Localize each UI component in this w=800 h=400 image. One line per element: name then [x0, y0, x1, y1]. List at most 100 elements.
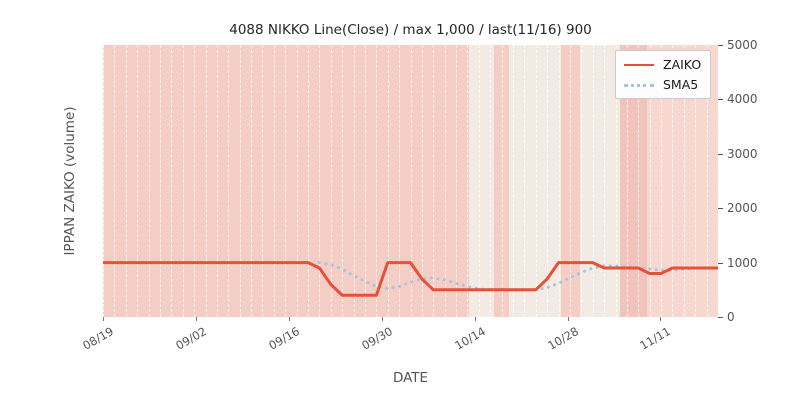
tick-mark [718, 99, 723, 101]
gridline-vertical [216, 45, 218, 317]
background-band [579, 45, 620, 317]
gridline-vertical [205, 45, 207, 317]
gridline-vertical [239, 45, 241, 317]
gridline-vertical [421, 45, 423, 317]
y-axis-tick: 0 [718, 310, 735, 324]
x-axis-tick-label: 11/11 [637, 324, 674, 353]
legend-swatch-dotted-icon [624, 79, 654, 91]
background-band [468, 45, 494, 317]
x-axis-tick-mark [381, 317, 383, 321]
gridline-vertical [547, 45, 549, 317]
gridline-vertical [615, 45, 617, 317]
gridline-vertical [353, 45, 355, 317]
legend: ZAIKO SMA5 [615, 50, 712, 99]
x-axis-tick-label: 09/16 [266, 324, 302, 353]
x-axis-tick-label: 10/14 [451, 324, 488, 353]
gridline-vertical [364, 45, 366, 317]
gridline-vertical [296, 45, 298, 317]
gridline-vertical [444, 45, 446, 317]
y-axis-label: IPPAN ZAIKO (volume) [62, 106, 78, 256]
gridline-vertical [672, 45, 674, 317]
x-axis-label: DATE [392, 370, 429, 386]
gridline-vertical [490, 45, 492, 317]
gridline-vertical [592, 45, 594, 317]
background-band [493, 45, 509, 317]
series-line-sma5 [317, 261, 718, 292]
y-axis-tick-label: 5000 [727, 38, 758, 52]
gridline-vertical [171, 45, 173, 317]
gridline-vertical [103, 45, 104, 317]
tick-mark [718, 45, 723, 46]
tick-mark [718, 262, 723, 264]
gridline-vertical [410, 45, 412, 317]
tick-mark [718, 317, 723, 318]
gridline-vertical [182, 45, 184, 317]
gridline-vertical [273, 45, 275, 317]
gridline-vertical [638, 45, 640, 317]
y-axis-tick-label: 1000 [727, 255, 758, 270]
gridline-vertical [148, 45, 150, 317]
gridline-vertical [535, 45, 537, 317]
legend-swatch-solid-icon [624, 59, 654, 71]
gridline-vertical [137, 45, 139, 317]
gridline-vertical [387, 45, 389, 317]
gridline-vertical [308, 45, 309, 317]
gridline-vertical [376, 45, 378, 317]
gridline-vertical [319, 45, 321, 317]
y-axis-tick: 2000 [718, 201, 758, 215]
y-axis-tick: 4000 [718, 92, 758, 106]
y-axis-tick-label: 3000 [727, 146, 758, 161]
gridline-vertical [399, 45, 401, 317]
gridline-vertical [649, 45, 651, 317]
gridline-vertical [478, 45, 480, 317]
gridline-vertical [604, 45, 606, 317]
legend-item-zaiko: ZAIKO [624, 57, 701, 72]
x-axis-tick-label: 09/02 [173, 324, 209, 353]
legend-label: ZAIKO [663, 57, 702, 72]
y-axis-tick-label: 0 [727, 310, 735, 324]
y-axis-tick: 1000 [718, 256, 758, 270]
gridline-vertical [194, 45, 196, 317]
legend-label: SMA5 [663, 77, 699, 92]
gridline-vertical [456, 45, 458, 317]
gridline-vertical [251, 45, 253, 317]
gridline-vertical [581, 45, 583, 317]
y-axis-tick-label: 2000 [727, 201, 758, 216]
gridline-vertical [114, 45, 116, 317]
x-axis-tick-mark [567, 317, 569, 321]
x-axis-tick-mark [660, 317, 662, 321]
gridline-vertical [683, 45, 685, 317]
gridline-vertical [501, 45, 503, 317]
gridline-vertical [228, 45, 230, 317]
y-axis-right: 0 1000 2000 3000 4000 5000 [718, 38, 800, 324]
gridline-vertical [706, 45, 708, 317]
x-axis: 08/19 09/02 09/16 09/30 10/14 10/28 11/11 [80, 317, 718, 377]
gridline-vertical [342, 45, 344, 317]
x-axis-tick-label: 10/28 [544, 324, 581, 353]
gridline-vertical [285, 45, 287, 317]
x-axis-tick-mark [195, 317, 197, 321]
series-line-zaiko [103, 261, 718, 297]
gridline-vertical [569, 45, 571, 317]
chart-title: 4088 NIKKO Line(Close) / max 1,000 / las… [229, 22, 592, 38]
tick-mark [718, 208, 723, 210]
y-axis-tick: 3000 [718, 147, 758, 161]
gridline-vertical [513, 45, 514, 317]
gridline-vertical [159, 45, 161, 317]
legend-item-sma5: SMA5 [624, 77, 701, 92]
x-axis-tick-mark [103, 317, 104, 321]
tick-mark [718, 153, 723, 155]
y-axis-tick: 5000 [718, 38, 758, 52]
gridline-vertical [524, 45, 526, 317]
gridline-vertical [467, 45, 469, 317]
x-axis-tick-label: 09/30 [358, 324, 395, 353]
x-axis-tick-mark [288, 317, 290, 321]
gridline-vertical [558, 45, 560, 317]
gridline-vertical [330, 45, 332, 317]
gridline-vertical [695, 45, 697, 317]
y-axis-tick-label: 4000 [727, 92, 758, 107]
gridline-vertical [262, 45, 264, 317]
x-axis-tick-label: 08/19 [80, 324, 116, 353]
gridline-vertical [661, 45, 663, 317]
